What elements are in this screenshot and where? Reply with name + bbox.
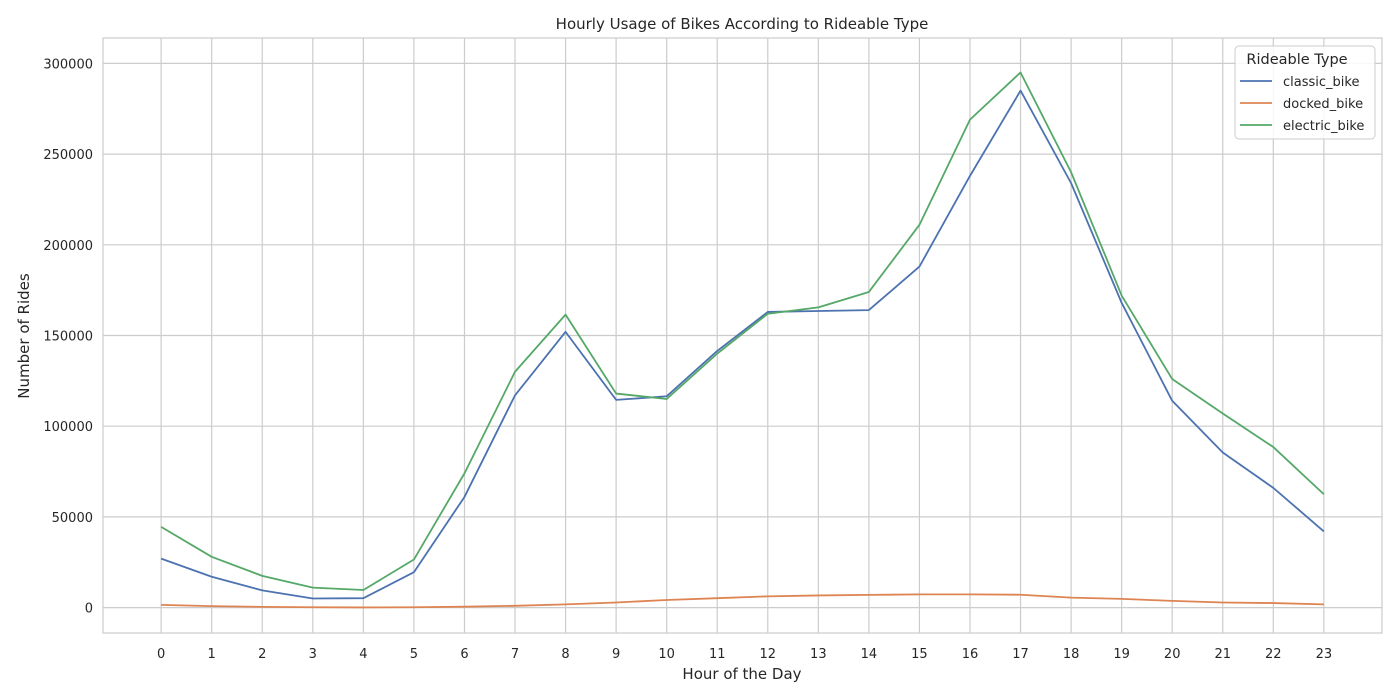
x-tick-label: 1	[208, 647, 216, 662]
x-tick-label: 0	[157, 647, 165, 662]
legend-box	[1234, 45, 1376, 140]
y-tick-label: 100000	[43, 420, 93, 435]
legend: Rideable Type classic_bike docked_bikeele…	[1234, 45, 1376, 140]
x-tick-label: 13	[810, 647, 827, 662]
series-line-electric-bike	[160, 71, 1325, 591]
x-tick-label: 11	[709, 647, 726, 662]
x-tick-label: 4	[359, 647, 367, 662]
x-tick-label: 2	[258, 647, 266, 662]
x-tick-label: 20	[1164, 647, 1181, 662]
x-tick-label: 14	[861, 647, 878, 662]
x-tick-labels: 0 1 2 3 4 5 6 7 8 9 10 11 12 13 14 15 16 17 18 19 20 21 22 23	[157, 647, 1332, 662]
chart-title: Hourly Usage of Bikes According to Ridea…	[556, 15, 929, 33]
y-tick-label: 200000	[43, 239, 93, 254]
legend-entry: electric_bike	[1283, 119, 1364, 134]
y-tick-label: 0	[85, 602, 93, 617]
legend-title: Rideable Type	[1246, 52, 1347, 68]
series-line-classic-bike	[160, 89, 1325, 600]
x-axis-label: Hour of the Day	[682, 665, 801, 683]
x-tick-label: 5	[410, 647, 418, 662]
x-tick-label: 3	[309, 647, 317, 662]
y-axis-label: Number of Rides	[15, 273, 33, 399]
series-line-docked-bike	[161, 593, 1324, 609]
legend-entry: docked_bike	[1283, 97, 1363, 112]
y-tick-label: 300000	[43, 57, 93, 72]
y-tick-label: 250000	[43, 148, 93, 163]
x-tick-label: 9	[612, 647, 620, 662]
y-tick-label: 50000	[52, 511, 93, 526]
x-tick-label: 18	[1063, 647, 1080, 662]
y-tick-labels: 0 50000 100000 150000 200000 250000 300000	[43, 57, 93, 616]
legend-entry: classic_bike	[1283, 75, 1359, 90]
x-tick-label: 17	[1012, 647, 1029, 662]
grid	[103, 38, 1382, 633]
x-tick-label: 23	[1316, 647, 1333, 662]
x-tick-label: 21	[1214, 647, 1231, 662]
x-tick-label: 8	[561, 647, 569, 662]
x-tick-label: 15	[911, 647, 928, 662]
x-tick-label: 10	[658, 647, 675, 662]
x-tick-label: 7	[511, 647, 519, 662]
x-tick-label: 6	[460, 647, 468, 662]
x-tick-label: 12	[760, 647, 777, 662]
x-tick-label: 19	[1113, 647, 1130, 662]
series-lines	[160, 71, 1325, 609]
x-tick-label: 16	[962, 647, 979, 662]
x-tick-label: 22	[1265, 647, 1282, 662]
y-tick-label: 150000	[43, 330, 93, 345]
